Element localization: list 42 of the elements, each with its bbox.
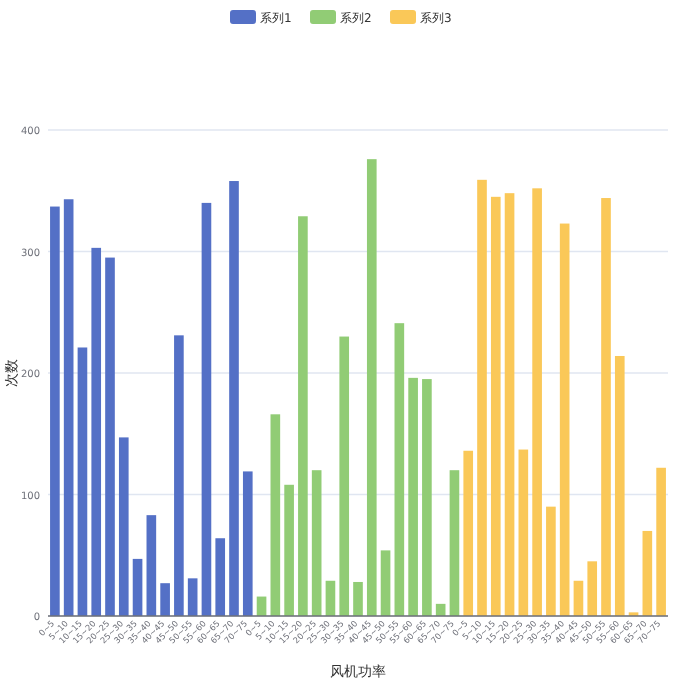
- bar: [408, 377, 418, 616]
- bar: [380, 550, 391, 616]
- bar: [146, 515, 157, 616]
- bar: [490, 196, 501, 616]
- bar: [284, 484, 294, 616]
- bar: [642, 530, 653, 616]
- bar: [311, 470, 322, 616]
- bar: [532, 188, 542, 616]
- bar: [91, 247, 102, 616]
- bar: [518, 449, 529, 616]
- bar: [559, 223, 570, 616]
- bar: [573, 580, 584, 616]
- bar: [422, 379, 432, 616]
- bar: [242, 471, 253, 616]
- bar: [601, 198, 611, 616]
- bar: [63, 199, 74, 616]
- bar: [187, 578, 198, 616]
- bar: [270, 414, 281, 616]
- bar: [50, 206, 60, 616]
- bar: [77, 347, 88, 616]
- bar: [477, 179, 487, 616]
- bar: [656, 467, 666, 616]
- bar: [201, 202, 212, 616]
- bar: [160, 583, 170, 616]
- bar: [339, 336, 350, 616]
- bar: [587, 561, 598, 616]
- bar: [504, 193, 515, 616]
- bar: [229, 181, 239, 616]
- bar: [394, 323, 405, 616]
- bar: [353, 581, 363, 616]
- bar: [325, 580, 336, 616]
- bar: [449, 470, 460, 616]
- bar: [546, 506, 556, 616]
- bar: [215, 538, 226, 616]
- bar: [463, 450, 474, 616]
- bar: [118, 437, 129, 616]
- bar: [298, 216, 308, 616]
- bar: [105, 257, 115, 616]
- bar: [614, 355, 625, 616]
- bar: [174, 335, 184, 616]
- bar: [366, 159, 377, 616]
- bar: [132, 558, 143, 616]
